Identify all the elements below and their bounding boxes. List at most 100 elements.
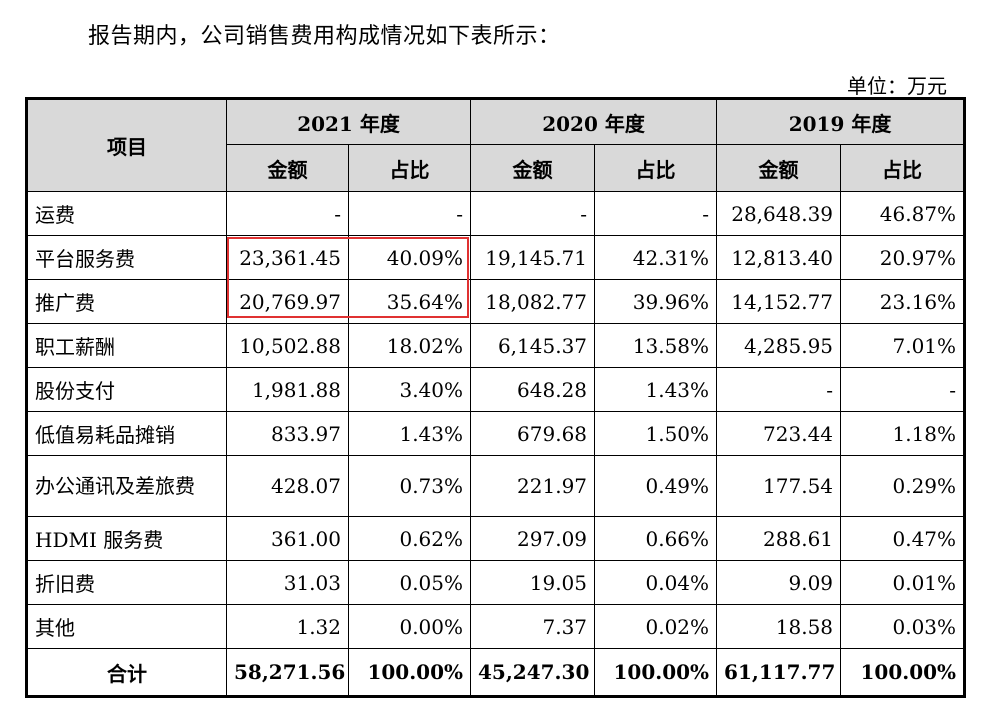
amount-header: 金额 [470, 144, 596, 192]
total-value: 100.00% [840, 648, 967, 698]
cell-value: - [716, 367, 842, 412]
cell-value: 221.97 [470, 455, 596, 517]
row-label: 股份支付 [25, 367, 227, 412]
sales-expense-table: 项目 2021 年度 2020 年度 2019 年度 金额 占比 金额 占比 金… [25, 97, 967, 698]
total-value: 45,247.30 [470, 648, 596, 698]
cell-value: 3.40% [347, 367, 472, 412]
cell-value: 19,145.71 [470, 235, 596, 280]
cell-value: 18.02% [347, 323, 472, 368]
cell-value: 297.09 [470, 516, 596, 561]
cell-value: 23,361.45 [226, 235, 349, 280]
total-value: 100.00% [347, 648, 472, 698]
table-row: 办公通讯及差旅费 428.07 0.73% 221.97 0.49% 177.5… [25, 455, 967, 517]
year-header-2019: 2019 年度 [716, 97, 967, 145]
cell-value: 6,145.37 [470, 323, 596, 368]
cell-value: 0.02% [594, 604, 718, 649]
ratio-header: 占比 [347, 144, 472, 192]
year-header-2021: 2021 年度 [225, 97, 472, 145]
cell-value: 12,813.40 [716, 235, 842, 280]
cell-value: 428.07 [226, 455, 349, 517]
cell-value: 18,082.77 [470, 279, 596, 324]
ratio-header: 占比 [840, 144, 967, 192]
cell-value: 0.03% [840, 604, 967, 649]
cell-value: 1.32 [226, 604, 349, 649]
cell-value: 39.96% [594, 279, 718, 324]
cell-value: 18.58 [716, 604, 842, 649]
cell-value: 40.09% [347, 235, 472, 280]
cell-value: 0.47% [840, 516, 967, 561]
table-row: 推广费 20,769.97 35.64% 18,082.77 39.96% 14… [25, 279, 967, 324]
cell-value: 10,502.88 [226, 323, 349, 368]
row-label: 办公通讯及差旅费 [25, 455, 227, 517]
row-label: 折旧费 [25, 560, 227, 605]
row-label: 其他 [25, 604, 227, 649]
cell-value: 0.05% [347, 560, 472, 605]
table-row: 平台服务费 23,361.45 40.09% 19,145.71 42.31% … [25, 235, 967, 280]
cell-value: 35.64% [347, 279, 472, 324]
cell-value: 14,152.77 [716, 279, 842, 324]
intro-paragraph: 报告期内，公司销售费用构成情况如下表所示： [88, 24, 561, 49]
cell-value: 0.62% [347, 516, 472, 561]
cell-value: 0.00% [347, 604, 472, 649]
row-label: 运费 [25, 191, 227, 236]
cell-value: 1,981.88 [226, 367, 349, 412]
cell-value: 679.68 [470, 411, 596, 456]
table-row: HDMI 服务费 361.00 0.62% 297.09 0.66% 288.6… [25, 516, 967, 561]
year-header-2020: 2020 年度 [470, 97, 718, 145]
cell-value: 13.58% [594, 323, 718, 368]
cell-value: 1.50% [594, 411, 718, 456]
cell-value: 0.66% [594, 516, 718, 561]
cell-value: 833.97 [226, 411, 349, 456]
cell-value: 7.01% [840, 323, 967, 368]
cell-value: - [226, 191, 349, 236]
cell-value: 46.87% [840, 191, 967, 236]
cell-value: 7.37 [470, 604, 596, 649]
table-row: 折旧费 31.03 0.05% 19.05 0.04% 9.09 0.01% [25, 560, 967, 605]
row-label: 低值易耗品摊销 [25, 411, 227, 456]
cell-value: 0.73% [347, 455, 472, 517]
cell-value: 4,285.95 [716, 323, 842, 368]
cell-value: 20.97% [840, 235, 967, 280]
table-row: 其他 1.32 0.00% 7.37 0.02% 18.58 0.03% [25, 604, 967, 649]
total-row: 合计 58,271.56 100.00% 45,247.30 100.00% 6… [25, 648, 967, 698]
total-value: 58,271.56 [226, 648, 349, 698]
cell-value: 1.43% [347, 411, 472, 456]
total-value: 100.00% [594, 648, 718, 698]
amount-header: 金额 [226, 144, 349, 192]
cell-value: 23.16% [840, 279, 967, 324]
ratio-header: 占比 [594, 144, 718, 192]
cell-value: 648.28 [470, 367, 596, 412]
cell-value: 361.00 [226, 516, 349, 561]
cell-value: - [840, 367, 967, 412]
cell-value: 0.04% [594, 560, 718, 605]
cell-value: 177.54 [716, 455, 842, 517]
cell-value: - [347, 191, 472, 236]
unit-label: 单位：万元 [847, 74, 947, 98]
table-row: 股份支付 1,981.88 3.40% 648.28 1.43% - - [25, 367, 967, 412]
table-row: 低值易耗品摊销 833.97 1.43% 679.68 1.50% 723.44… [25, 411, 967, 456]
cell-value: 20,769.97 [226, 279, 349, 324]
cell-value: 0.01% [840, 560, 967, 605]
cell-value: 0.29% [840, 455, 967, 517]
item-header: 项目 [25, 97, 227, 192]
cell-value: 1.18% [840, 411, 967, 456]
cell-value: 28,648.39 [716, 191, 842, 236]
row-label: 推广费 [25, 279, 227, 324]
cell-value: 1.43% [594, 367, 718, 412]
cell-value: 9.09 [716, 560, 842, 605]
row-label: 平台服务费 [25, 235, 227, 280]
table-row: 运费 - - - - 28,648.39 46.87% [25, 191, 967, 236]
total-value: 61,117.77 [716, 648, 842, 698]
table-row: 职工薪酬 10,502.88 18.02% 6,145.37 13.58% 4,… [25, 323, 967, 368]
cell-value: - [594, 191, 718, 236]
row-label: 职工薪酬 [25, 323, 227, 368]
cell-value: 288.61 [716, 516, 842, 561]
cell-value: 42.31% [594, 235, 718, 280]
row-label: HDMI 服务费 [25, 516, 227, 561]
total-label: 合计 [25, 648, 227, 698]
cell-value: 31.03 [226, 560, 349, 605]
cell-value: 723.44 [716, 411, 842, 456]
cell-value: - [470, 191, 596, 236]
amount-header: 金额 [716, 144, 842, 192]
cell-value: 0.49% [594, 455, 718, 517]
